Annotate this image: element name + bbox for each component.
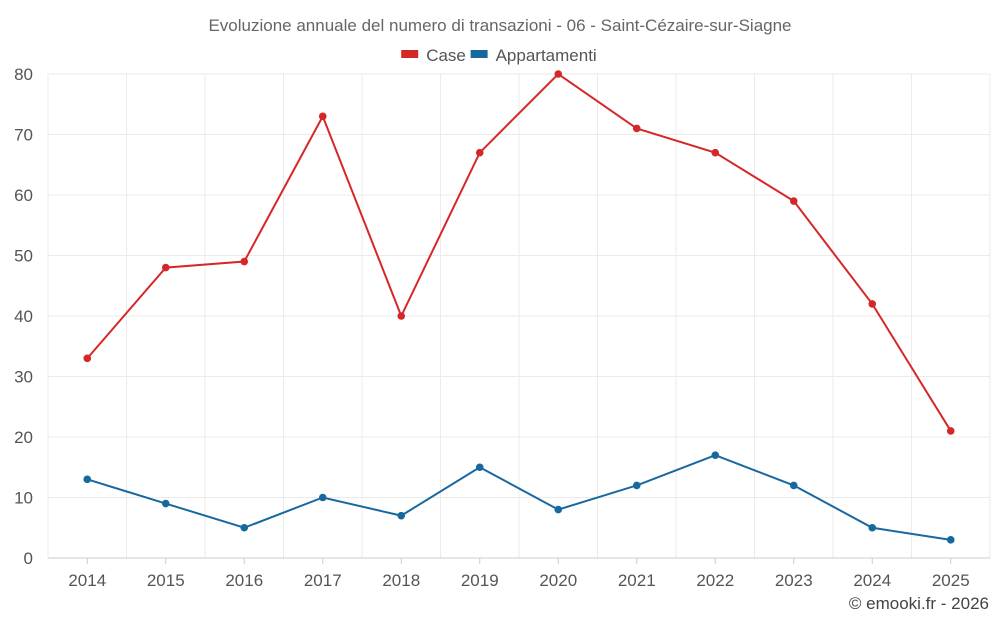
data-point-case-2021[interactable] (632, 124, 641, 133)
x-tick-label: 2017 (304, 571, 342, 590)
y-tick-label: 30 (14, 368, 33, 387)
data-point-case-2014[interactable] (83, 354, 92, 363)
x-tick-label: 2022 (696, 571, 734, 590)
data-point-appartamenti-2017[interactable] (318, 493, 327, 502)
data-point-case-2019[interactable] (475, 148, 484, 157)
data-point-appartamenti-2016[interactable] (240, 523, 249, 532)
y-tick-label: 50 (14, 247, 33, 266)
data-point-appartamenti-2024[interactable] (868, 523, 877, 532)
x-tick-label: 2025 (932, 571, 970, 590)
legend[interactable]: Case Appartamenti (401, 46, 597, 65)
data-point-appartamenti-2019[interactable] (475, 463, 484, 472)
legend-label: Case (426, 46, 466, 65)
data-point-appartamenti-2022[interactable] (711, 451, 720, 459)
x-tick-label: 2014 (68, 571, 106, 590)
series-line-case (86, 72, 952, 432)
series-case (83, 70, 955, 435)
grid (47, 73, 991, 558)
y-tick-label: 40 (14, 307, 33, 326)
legend-swatch (470, 50, 488, 58)
data-point-appartamenti-2014[interactable] (83, 475, 92, 484)
data-point-case-2022[interactable] (711, 148, 720, 157)
y-tick-label: 60 (14, 186, 33, 205)
x-tick-label: 2018 (382, 571, 420, 590)
chart-title: Evoluzione annuale del numero di transaz… (208, 16, 791, 35)
data-point-case-2017[interactable] (318, 112, 327, 121)
y-tick-label: 20 (14, 428, 33, 447)
legend-item-case[interactable]: Case (401, 46, 466, 65)
axes: 0 10 20 30 40 50 60 70 80 2014 2015 2016 2017 2018 201… (14, 65, 990, 590)
data-point-case-2020[interactable] (554, 70, 563, 78)
credit-text: © emooki.fr - 2026 (849, 594, 989, 613)
data-point-case-2025[interactable] (946, 427, 955, 435)
x-tick-label: 2016 (225, 571, 263, 590)
legend-swatch (401, 50, 419, 58)
series-group (83, 70, 955, 544)
data-point-case-2018[interactable] (397, 312, 406, 320)
data-point-appartamenti-2015[interactable] (161, 499, 170, 508)
x-tick-label: 2024 (853, 571, 891, 590)
y-tick-label: 0 (24, 549, 33, 568)
legend-label: Appartamenti (496, 46, 597, 65)
data-point-appartamenti-2020[interactable] (554, 505, 563, 514)
data-point-appartamenti-2018[interactable] (397, 511, 406, 520)
x-tick-label: 2020 (539, 571, 577, 590)
data-point-case-2015[interactable] (161, 263, 170, 272)
y-tick-label: 10 (14, 489, 33, 508)
y-tick-label: 80 (14, 65, 33, 84)
data-point-appartamenti-2025[interactable] (946, 536, 955, 544)
data-point-appartamenti-2021[interactable] (632, 481, 641, 490)
x-tick-label: 2019 (461, 571, 499, 590)
series-appartamenti (83, 451, 955, 544)
legend-item-appartamenti[interactable]: Appartamenti (470, 46, 597, 65)
x-tick-label: 2015 (147, 571, 185, 590)
series-line-appartamenti (86, 454, 951, 541)
y-tick-label: 70 (14, 126, 33, 145)
x-tick-label: 2023 (775, 571, 813, 590)
x-tick-label: 2021 (618, 571, 656, 590)
data-point-case-2016[interactable] (240, 257, 249, 266)
data-point-case-2024[interactable] (868, 300, 877, 308)
data-point-appartamenti-2023[interactable] (789, 481, 798, 490)
data-point-case-2023[interactable] (789, 197, 798, 205)
